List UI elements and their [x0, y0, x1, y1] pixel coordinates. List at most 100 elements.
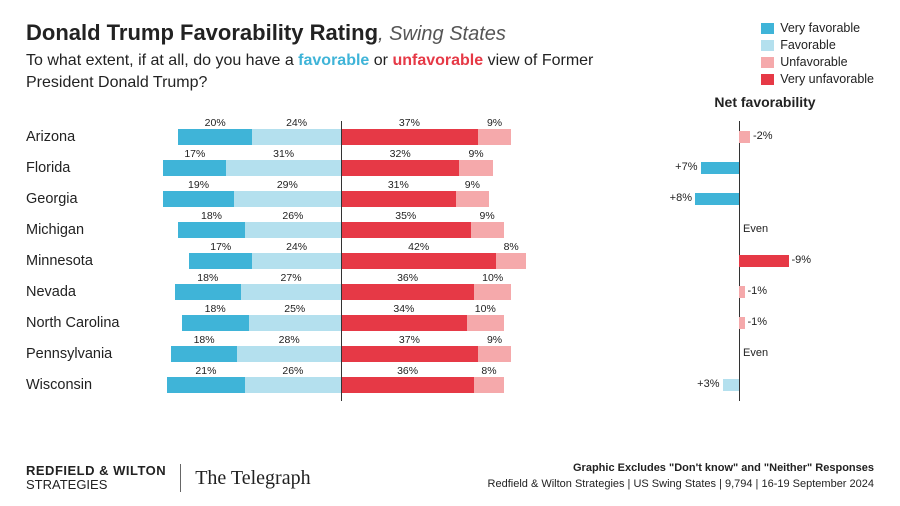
rw-line2: STRATEGIES [26, 477, 107, 492]
pct-label: 10% [482, 272, 503, 284]
state-label: Pennsylvania [26, 346, 156, 362]
center-axis [341, 307, 342, 339]
net-bar [739, 131, 750, 143]
swatch-unfavorable [761, 57, 774, 68]
chart-area: Arizona24%20%37%9%-2%Florida31%17%32%9%+… [26, 121, 874, 400]
net-bar-wrap: -2% [654, 129, 824, 145]
telegraph-logo: The Telegraph [195, 467, 310, 490]
seg-very-unfavorable [341, 160, 459, 176]
legend-item-very-favorable: Very favorable [761, 20, 874, 37]
question-unfavorable-word: unfavorable [392, 52, 483, 69]
net-bar [695, 193, 739, 205]
state-label: Minnesota [26, 253, 156, 269]
diverging-bar: 26%21%36%8% [156, 377, 576, 393]
pct-label: 9% [487, 334, 502, 346]
net-center-axis [739, 214, 740, 246]
state-row: Arizona24%20%37%9%-2% [26, 121, 874, 152]
legend-label: Unfavorable [780, 54, 847, 71]
net-bar [739, 255, 789, 267]
seg-favorable [252, 129, 341, 145]
title-block: Donald Trump Favorability Rating, Swing … [26, 20, 626, 93]
seg-very-favorable [163, 191, 233, 207]
legend-label: Very favorable [780, 20, 860, 37]
seg-favorable [245, 377, 341, 393]
pct-label: 42% [408, 241, 429, 253]
pct-label: 18% [201, 210, 222, 222]
seg-unfavorable [471, 222, 504, 238]
net-label: -1% [748, 285, 768, 297]
chart-title: Donald Trump Favorability Rating, Swing … [26, 20, 626, 46]
center-axis [341, 276, 342, 308]
pct-label: 17% [210, 241, 231, 253]
state-label: Wisconsin [26, 377, 156, 393]
pct-label: 34% [393, 303, 414, 315]
pct-label: 18% [205, 303, 226, 315]
diverging-bar: 24%17%42%8% [156, 253, 576, 269]
seg-very-favorable [182, 315, 249, 331]
diverging-bar: 28%18%37%9% [156, 346, 576, 362]
pct-label: 21% [195, 365, 216, 377]
pct-label: 36% [397, 365, 418, 377]
source-logos: REDFIELD & WILTON STRATEGIES The Telegra… [26, 464, 311, 492]
pct-label: 9% [487, 117, 502, 129]
net-bar-wrap: -1% [654, 315, 824, 331]
survey-question: To what extent, if at all, do you have a… [26, 50, 626, 93]
net-center-axis [739, 369, 740, 401]
net-bar-wrap: -1% [654, 284, 824, 300]
state-row: North Carolina25%18%34%10%-1% [26, 307, 874, 338]
question-text-mid: or [369, 52, 392, 69]
header: Donald Trump Favorability Rating, Swing … [26, 20, 874, 93]
seg-unfavorable [478, 129, 511, 145]
pct-label: 10% [475, 303, 496, 315]
seg-favorable [249, 315, 342, 331]
pct-label: 25% [284, 303, 305, 315]
pct-label: 9% [465, 179, 480, 191]
pct-label: 8% [481, 365, 496, 377]
seg-very-unfavorable [341, 253, 496, 269]
seg-very-favorable [189, 253, 252, 269]
state-row: Pennsylvania28%18%37%9% Even [26, 338, 874, 369]
state-row: Nevada27%18%36%10%-1% [26, 276, 874, 307]
net-label: Even [743, 347, 768, 359]
center-axis [341, 369, 342, 401]
seg-very-unfavorable [341, 377, 474, 393]
state-row: Florida31%17%32%9%+7% [26, 152, 874, 183]
legend-label: Very unfavorable [780, 71, 874, 88]
state-label: Florida [26, 160, 156, 176]
net-label: +8% [670, 192, 692, 204]
state-row: Minnesota24%17%42%8%-9% [26, 245, 874, 276]
seg-unfavorable [467, 315, 504, 331]
diverging-bar: 24%20%37%9% [156, 129, 576, 145]
net-bar [701, 162, 740, 174]
legend-item-favorable: Favorable [761, 37, 874, 54]
diverging-bar: 29%19%31%9% [156, 191, 576, 207]
center-axis [341, 121, 342, 153]
footnote-line1: Graphic Excludes "Don't know" and "Neith… [488, 461, 874, 476]
pct-label: 37% [399, 334, 420, 346]
net-label: -2% [753, 130, 773, 142]
pct-label: 19% [188, 179, 209, 191]
pct-label: 24% [286, 117, 307, 129]
seg-very-favorable [175, 284, 242, 300]
net-label: -1% [748, 316, 768, 328]
state-row: Wisconsin26%21%36%8% +3% [26, 369, 874, 400]
pct-label: 37% [399, 117, 420, 129]
redfield-wilton-logo: REDFIELD & WILTON STRATEGIES [26, 464, 166, 491]
seg-very-unfavorable [341, 191, 456, 207]
pct-label: 24% [286, 241, 307, 253]
net-label: Even [743, 223, 768, 235]
pct-label: 18% [194, 334, 215, 346]
pct-label: 8% [504, 241, 519, 253]
pct-label: 28% [279, 334, 300, 346]
pct-label: 17% [184, 148, 205, 160]
seg-unfavorable [474, 377, 504, 393]
question-favorable-word: favorable [298, 52, 369, 69]
net-center-axis [739, 152, 740, 184]
net-label: +3% [697, 378, 719, 390]
logo-divider [180, 464, 181, 492]
net-bar [723, 379, 740, 391]
net-bar [739, 317, 745, 329]
state-label: Georgia [26, 191, 156, 207]
seg-favorable [234, 191, 341, 207]
seg-very-favorable [178, 129, 252, 145]
